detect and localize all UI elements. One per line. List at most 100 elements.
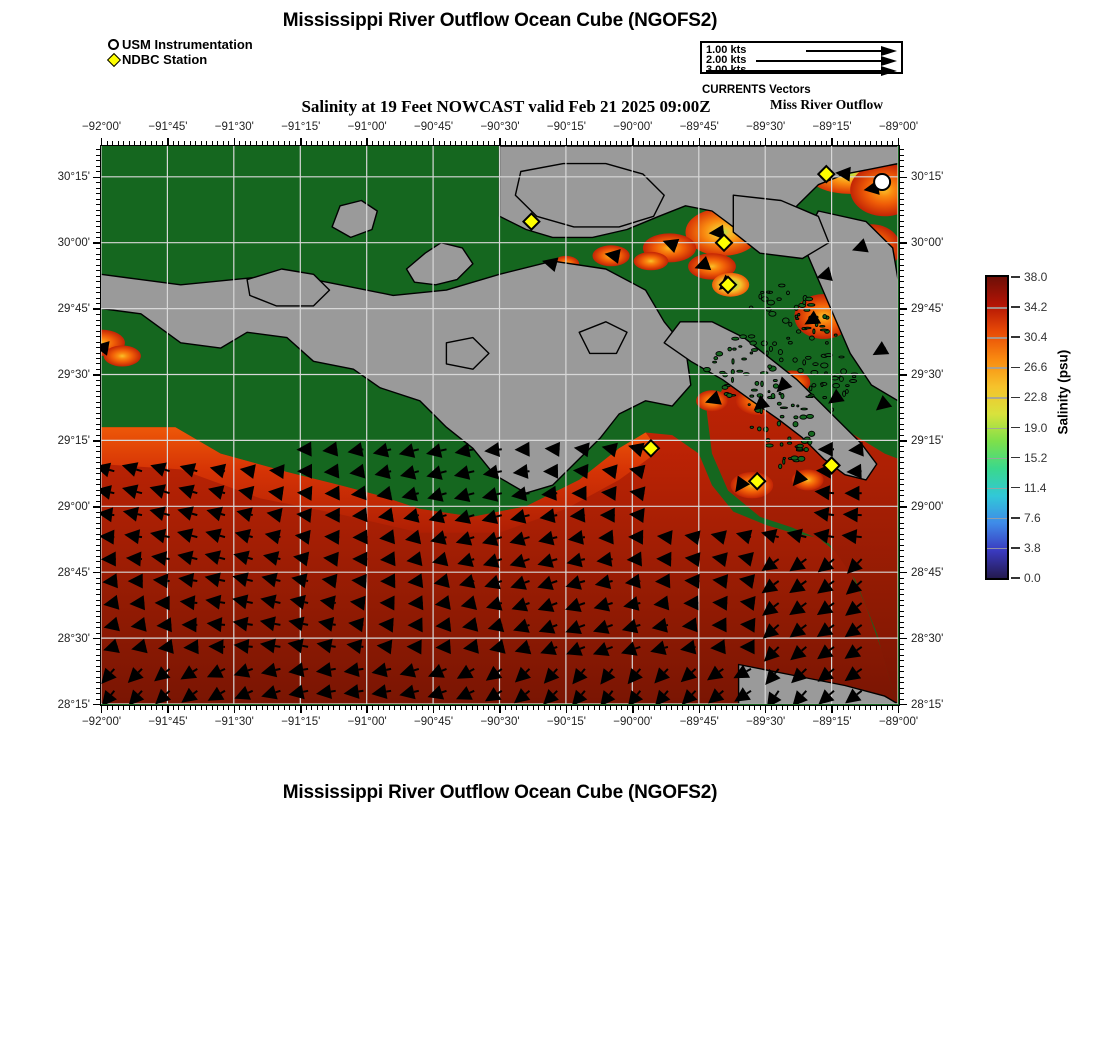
lon-minor-tick [881, 141, 883, 145]
lat-minor-tick [96, 160, 100, 162]
lon-minor-tick [388, 141, 390, 145]
current-vector-arrow [315, 662, 332, 677]
current-vector-shaft [110, 668, 116, 674]
marsh-speckle [809, 335, 815, 341]
lon-tick-label: −89°15' [812, 716, 852, 728]
lon-minor-tick [372, 706, 374, 710]
lon-minor-tick [770, 141, 772, 145]
current-vector-shaft [444, 536, 447, 539]
marsh-speckle [807, 430, 816, 437]
lat-minor-tick [96, 610, 100, 612]
lon-minor-tick [859, 706, 861, 710]
current-vector-arrow [343, 684, 360, 699]
map-canvas[interactable] [100, 145, 900, 706]
colorbar-tick-label: 0.0 [1024, 571, 1041, 585]
station-marker-ndbc[interactable] [641, 438, 661, 458]
marsh-speckle [721, 385, 729, 390]
current-vector-arrow [380, 551, 396, 567]
marsh-speckle [765, 443, 774, 448]
marsh-speckle [794, 314, 799, 319]
current-vector-arrow [790, 645, 807, 661]
lon-minor-tick [831, 706, 833, 710]
lon-minor-tick [505, 706, 507, 710]
current-vector-arrow [481, 509, 499, 524]
station-marker-ndbc[interactable] [822, 455, 842, 475]
lon-minor-tick [820, 706, 822, 710]
lon-minor-tick [538, 706, 540, 710]
station-marker-ndbc[interactable] [747, 471, 767, 491]
currents-vector-legend: 1.00 kts 2.00 kts 3.00 kts [700, 41, 903, 76]
marsh-speckle [820, 382, 824, 388]
lat-minor-tick [900, 544, 904, 546]
lat-tick-label: 29°45' [57, 303, 90, 316]
station-marker-ndbc[interactable] [816, 164, 836, 184]
lon-minor-tick [333, 141, 335, 145]
lon-minor-tick [117, 141, 119, 145]
marsh-speckle [731, 376, 734, 383]
lon-minor-tick [267, 706, 269, 710]
lon-minor-tick [881, 706, 883, 710]
current-vector-arrow [406, 551, 423, 567]
marsh-speckle [731, 358, 735, 365]
current-vector-shaft [498, 580, 503, 584]
current-vector-shaft [414, 470, 420, 474]
current-vector-shaft [773, 624, 780, 630]
current-vector-shaft [165, 557, 170, 561]
lat-minor-tick [900, 226, 904, 228]
marsh-speckle [787, 340, 793, 345]
current-vector-arrow [321, 573, 338, 589]
marsh-speckle [805, 296, 814, 302]
lon-minor-tick [438, 706, 440, 710]
current-vector-arrow [684, 552, 701, 567]
current-vector-arrow [593, 619, 610, 634]
lat-minor-tick [900, 390, 904, 392]
current-vector-arrow [841, 529, 858, 545]
current-vector-shaft [387, 448, 392, 452]
lon-minor-tick [101, 706, 102, 710]
lat-minor-tick [900, 292, 904, 294]
station-marker-usm[interactable] [873, 173, 892, 191]
lat-minor-tick [96, 385, 100, 387]
current-vector-arrow [208, 485, 225, 500]
current-vector-arrow [209, 463, 227, 479]
current-vector-arrow [380, 573, 396, 589]
lat-minor-tick [96, 599, 100, 601]
land-polygon [578, 321, 628, 355]
station-marker-ndbc[interactable] [718, 275, 738, 295]
lon-minor-tick [333, 706, 335, 710]
current-vector-shaft [634, 645, 641, 650]
lat-minor-tick [96, 550, 100, 552]
current-vector-arrow [150, 462, 167, 477]
station-marker-ndbc[interactable] [714, 233, 734, 253]
lon-minor-tick [128, 706, 130, 710]
lon-minor-tick [416, 706, 418, 710]
lon-minor-tick [300, 706, 302, 710]
current-vector-arrow [792, 690, 808, 704]
marsh-speckle [713, 356, 719, 361]
lon-minor-tick [532, 141, 534, 145]
lon-minor-tick [588, 141, 590, 145]
current-vector-arrow [789, 578, 806, 594]
current-vector-arrow [804, 310, 822, 325]
marsh-speckle [780, 393, 785, 400]
page-title: Mississippi River Outflow Ocean Cube (NG… [282, 10, 718, 31]
marsh-speckle [840, 368, 847, 375]
map-plot-area[interactable] [101, 146, 898, 704]
lon-minor-tick [410, 141, 412, 145]
lon-minor-tick [233, 706, 235, 710]
lon-minor-tick [383, 706, 385, 710]
station-marker-ndbc[interactable] [521, 212, 541, 232]
current-vector-arrow [662, 238, 680, 253]
current-vector-shaft [636, 623, 641, 627]
lon-minor-tick [781, 141, 783, 145]
lon-minor-tick [394, 706, 396, 710]
current-vector-arrow [459, 574, 476, 589]
current-vector-shaft [579, 580, 586, 584]
lon-minor-tick [316, 141, 318, 145]
lon-minor-tick [366, 706, 368, 710]
station-markers[interactable] [521, 164, 892, 491]
current-vector-arrow [537, 597, 555, 612]
current-vector-arrow [813, 528, 830, 544]
lon-minor-tick [161, 141, 163, 145]
current-vector-arrow [463, 638, 479, 654]
